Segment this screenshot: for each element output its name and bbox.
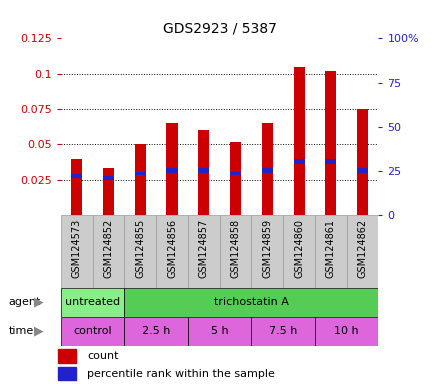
Bar <box>346 215 378 288</box>
Bar <box>293 159 304 164</box>
Bar <box>124 215 156 288</box>
Text: control: control <box>73 326 112 336</box>
Bar <box>103 169 114 215</box>
Text: ▶: ▶ <box>34 325 44 338</box>
Text: GSM124860: GSM124860 <box>293 219 303 278</box>
Bar <box>187 215 219 288</box>
Bar <box>103 176 114 180</box>
Text: 7.5 h: 7.5 h <box>268 326 297 336</box>
Bar <box>251 317 314 346</box>
Bar <box>219 215 251 288</box>
Text: GSM124573: GSM124573 <box>72 219 82 278</box>
Bar <box>71 159 82 215</box>
Text: 2.5 h: 2.5 h <box>141 326 170 336</box>
Bar <box>356 169 367 173</box>
Bar <box>314 215 346 288</box>
Text: GSM124858: GSM124858 <box>230 219 240 278</box>
Text: GSM124861: GSM124861 <box>325 219 335 278</box>
Bar <box>283 215 314 288</box>
Text: GSM124856: GSM124856 <box>167 219 177 278</box>
Bar <box>187 317 251 346</box>
Text: ▶: ▶ <box>34 296 44 309</box>
Bar <box>156 215 187 288</box>
Bar <box>124 288 378 317</box>
Bar <box>58 367 76 380</box>
Bar <box>325 159 335 164</box>
Text: GSM124859: GSM124859 <box>262 219 272 278</box>
Text: agent: agent <box>9 297 41 308</box>
Bar <box>314 317 378 346</box>
Text: GSM124855: GSM124855 <box>135 219 145 278</box>
Bar <box>124 317 187 346</box>
Bar <box>166 169 177 173</box>
Bar <box>261 169 272 173</box>
Bar <box>166 123 177 215</box>
Bar <box>230 142 240 215</box>
Text: percentile rank within the sample: percentile rank within the sample <box>87 369 274 379</box>
Bar <box>325 71 335 215</box>
Bar <box>71 174 82 178</box>
Bar <box>261 123 272 215</box>
Bar <box>356 109 367 215</box>
Text: GSM124862: GSM124862 <box>357 219 367 278</box>
Text: count: count <box>87 351 118 361</box>
Bar <box>198 130 209 215</box>
Text: 5 h: 5 h <box>210 326 228 336</box>
Bar <box>61 317 124 346</box>
Text: untreated: untreated <box>65 297 120 308</box>
Bar <box>251 215 283 288</box>
Title: GDS2923 / 5387: GDS2923 / 5387 <box>162 22 276 36</box>
Bar <box>198 169 209 173</box>
Text: 10 h: 10 h <box>334 326 358 336</box>
Bar <box>293 67 304 215</box>
Bar <box>92 215 124 288</box>
Bar <box>135 144 145 215</box>
Text: GSM124852: GSM124852 <box>103 219 113 278</box>
Bar <box>135 172 145 175</box>
Bar <box>61 215 92 288</box>
Bar <box>230 172 240 175</box>
Text: GSM124857: GSM124857 <box>198 219 208 278</box>
Text: time: time <box>9 326 34 336</box>
Bar <box>61 288 124 317</box>
Text: trichostatin A: trichostatin A <box>214 297 288 308</box>
Bar <box>58 349 76 363</box>
